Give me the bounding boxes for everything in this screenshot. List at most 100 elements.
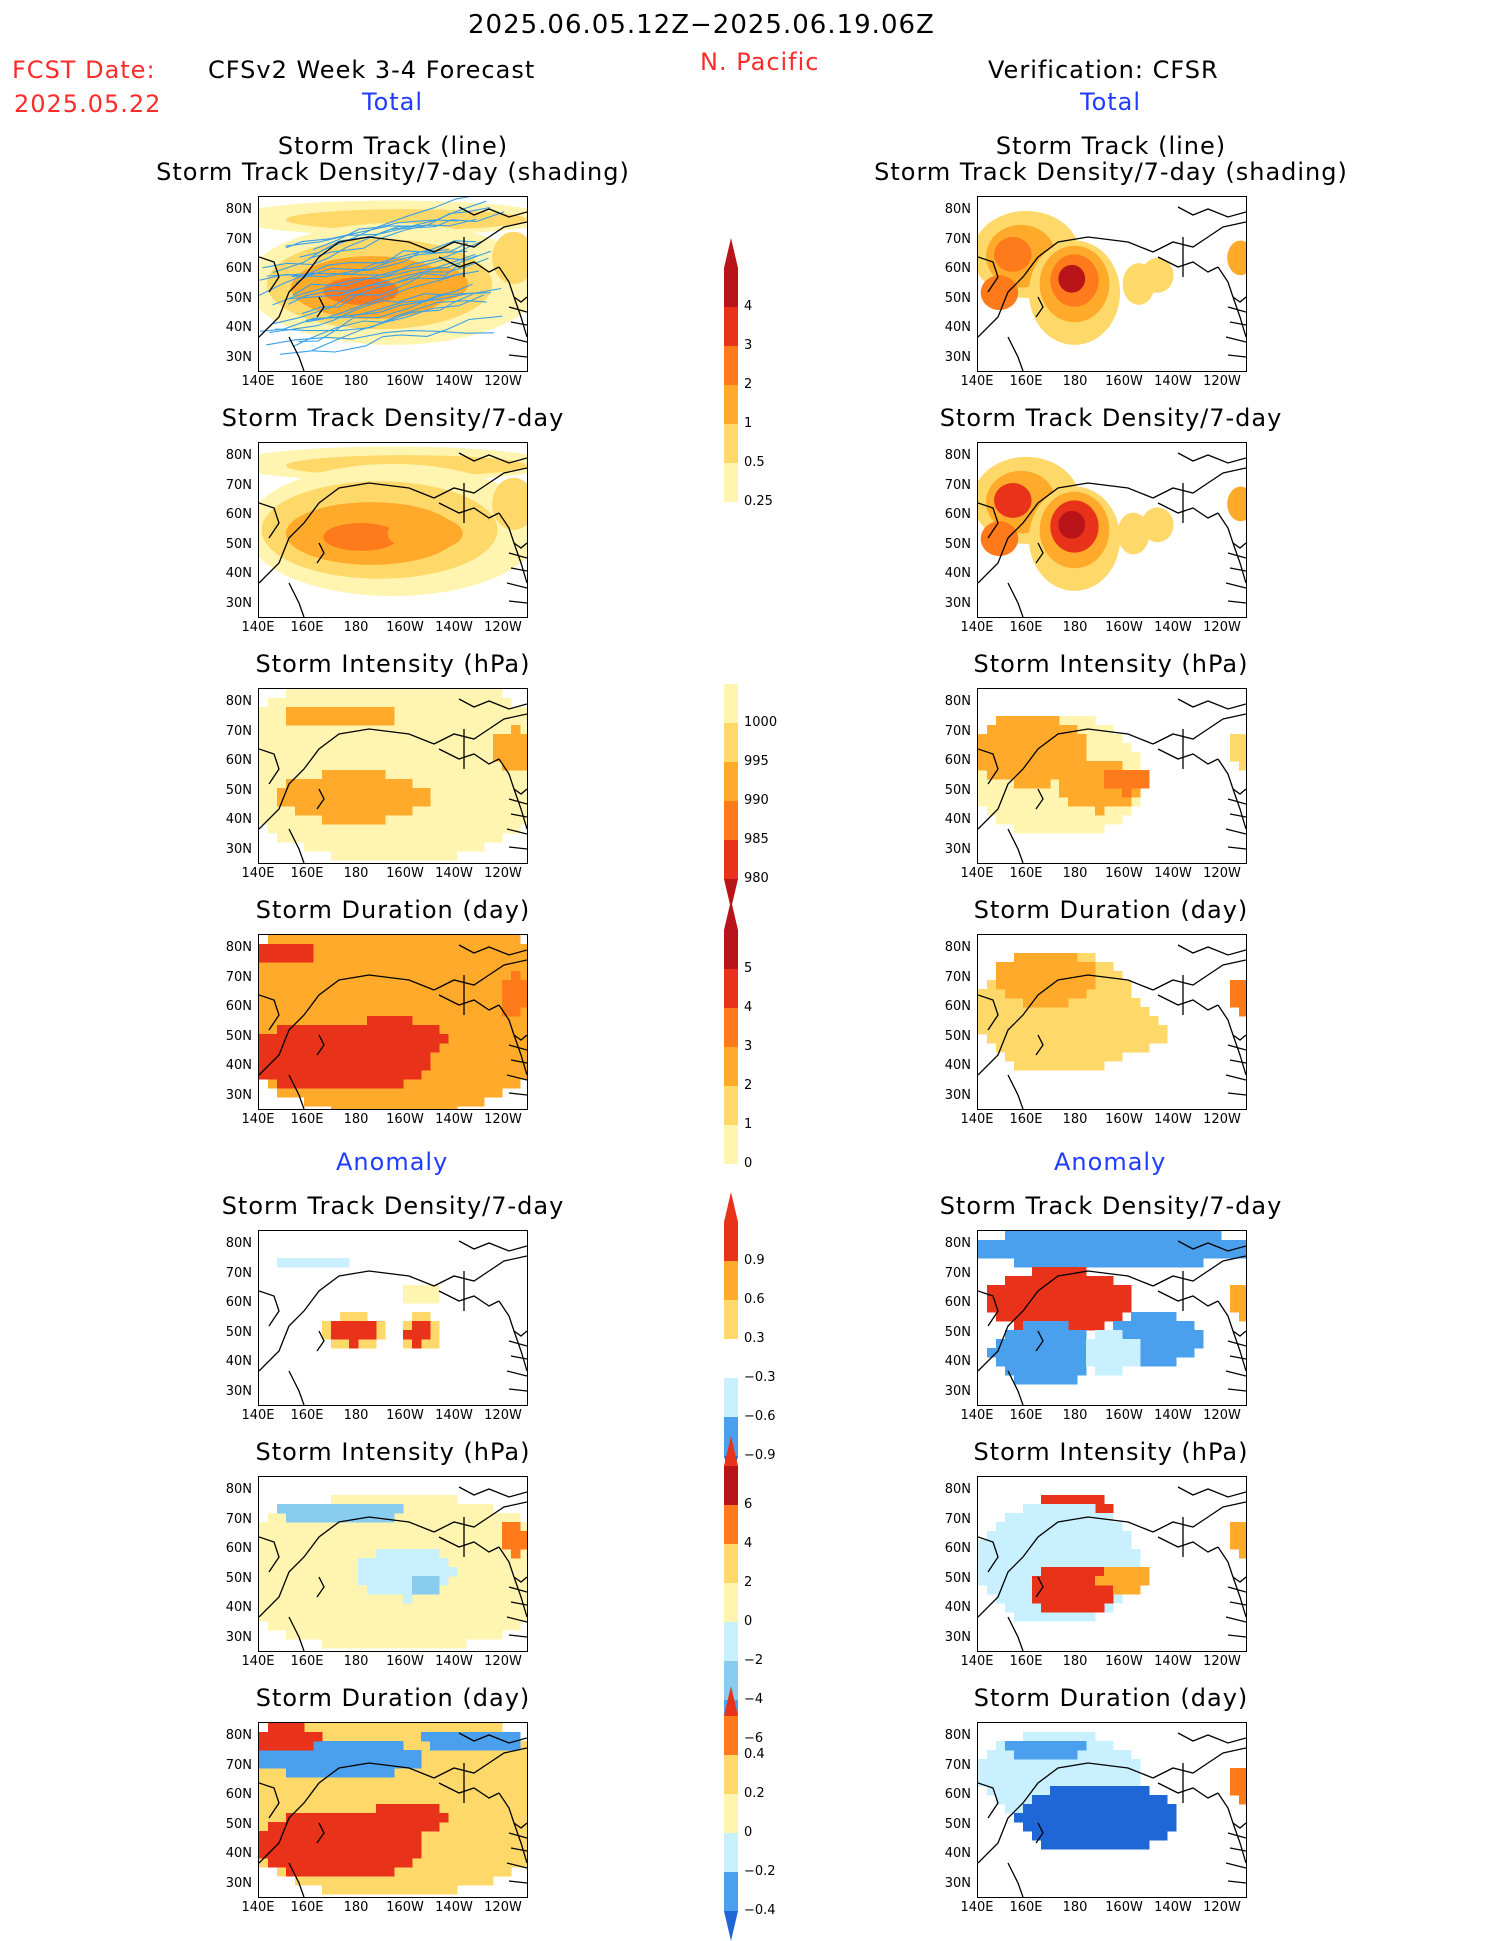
shading-cell <box>304 953 314 963</box>
shading-cell <box>484 1831 494 1841</box>
shading-cell <box>511 761 521 771</box>
shading-cell <box>376 770 386 780</box>
shading-cell <box>376 743 386 753</box>
shading-cell <box>322 1576 332 1586</box>
shading-cell <box>1032 1240 1042 1250</box>
shading-cell <box>394 770 404 780</box>
shading-cell <box>331 989 341 999</box>
shading-cell <box>457 971 467 981</box>
shading-cell <box>1014 1339 1024 1349</box>
shading-cell <box>331 1106 341 1109</box>
shading-cell <box>1032 716 1042 726</box>
shading-cell <box>376 1007 386 1017</box>
shading-cell <box>1104 1339 1114 1349</box>
shading-cell <box>1005 806 1015 816</box>
shading-cell <box>448 1576 458 1586</box>
shading-cell <box>313 1849 323 1859</box>
shading-cell <box>448 1732 458 1742</box>
shading-cell <box>457 806 467 816</box>
shading-cell <box>1059 1732 1069 1742</box>
shading-cell <box>987 1531 997 1541</box>
shading-cell <box>978 1025 988 1035</box>
shading-cell <box>421 1016 431 1026</box>
coastline <box>1208 1502 1246 1517</box>
shading-cell <box>1041 1558 1051 1568</box>
shading-cell <box>1014 1759 1024 1769</box>
shading-cell <box>394 1016 404 1026</box>
shading-cell <box>1230 998 1240 1008</box>
shading-cell <box>403 1070 413 1080</box>
shading-cell <box>322 1849 332 1859</box>
shading-cell <box>277 716 287 726</box>
shading-cell <box>1068 1007 1078 1017</box>
shading-cell <box>1086 1567 1096 1577</box>
shading-cell <box>996 1522 1006 1532</box>
shading-cell <box>1023 779 1033 789</box>
shading-cell <box>430 1321 440 1331</box>
shading-cell <box>331 770 341 780</box>
shading-cell <box>1005 1276 1015 1286</box>
shading-cell <box>439 770 449 780</box>
shading-cell <box>1005 752 1015 762</box>
shading-cell <box>313 1070 323 1080</box>
left-track-map <box>258 196 528 372</box>
shading-cell <box>1032 1603 1042 1613</box>
shading-cell <box>493 707 503 717</box>
shading-cell <box>1014 1357 1024 1367</box>
shading-cell <box>403 1777 413 1787</box>
shading-cell <box>484 1594 494 1604</box>
lat-tick-label: 40N <box>218 1600 252 1615</box>
shading-cell <box>376 734 386 744</box>
shading-cell <box>1113 1777 1123 1787</box>
shading-cell <box>376 980 386 990</box>
shading-cell <box>286 1504 296 1514</box>
shading-cell <box>259 797 269 807</box>
shading-cell <box>1023 743 1033 753</box>
shading-cell <box>1059 1495 1069 1505</box>
shading-cell <box>448 1741 458 1751</box>
coastline <box>1153 1517 1208 1532</box>
shading-cell <box>1095 734 1105 744</box>
shading-cell <box>340 1079 350 1089</box>
shading-cell <box>448 1016 458 1026</box>
shading-cell <box>1095 1052 1105 1062</box>
shading-cell <box>421 1540 431 1550</box>
shading-cell <box>1023 1540 1033 1550</box>
shading-cell <box>987 1249 997 1259</box>
shading-cell <box>376 1088 386 1098</box>
shading-cell <box>1104 1357 1114 1367</box>
shading-cell <box>430 953 440 963</box>
shading-cell <box>367 953 377 963</box>
shading-cell <box>286 815 296 825</box>
shading-cell <box>1077 998 1087 1008</box>
shading-cell <box>358 1088 368 1098</box>
shading-cell <box>1068 1495 1078 1505</box>
shading-cell <box>1068 1576 1078 1586</box>
lat-tick-label: 70N <box>218 232 252 247</box>
lat-tick-label: 60N <box>218 261 252 276</box>
shading-cell <box>394 1822 404 1832</box>
shading-cell <box>1104 1522 1114 1532</box>
shading-cell <box>349 815 359 825</box>
shading-cell <box>421 1723 431 1733</box>
shading-cell <box>457 1621 467 1631</box>
shading-cell <box>385 1621 395 1631</box>
shading-cell <box>484 1504 494 1514</box>
shading-cell <box>1113 1531 1123 1541</box>
shading-cell <box>1086 797 1096 807</box>
coastline <box>1153 237 1208 252</box>
shading-cell <box>1104 1303 1114 1313</box>
left-track-shading-title: Storm Track Density/7-day (shading) <box>113 158 673 186</box>
shading-cell <box>511 815 521 825</box>
shading-cell <box>439 1858 449 1868</box>
right-density-map <box>977 442 1247 618</box>
shading-cell <box>412 1540 422 1550</box>
shading-cell <box>1014 1034 1024 1044</box>
shading-cell <box>1131 779 1141 789</box>
shading-cell <box>1059 1540 1069 1550</box>
shading-cell <box>1131 761 1141 771</box>
shading-cell <box>1140 1043 1150 1053</box>
shading-cell <box>286 1732 296 1742</box>
shading-cell <box>987 1759 997 1769</box>
shading-cell <box>412 1061 422 1071</box>
